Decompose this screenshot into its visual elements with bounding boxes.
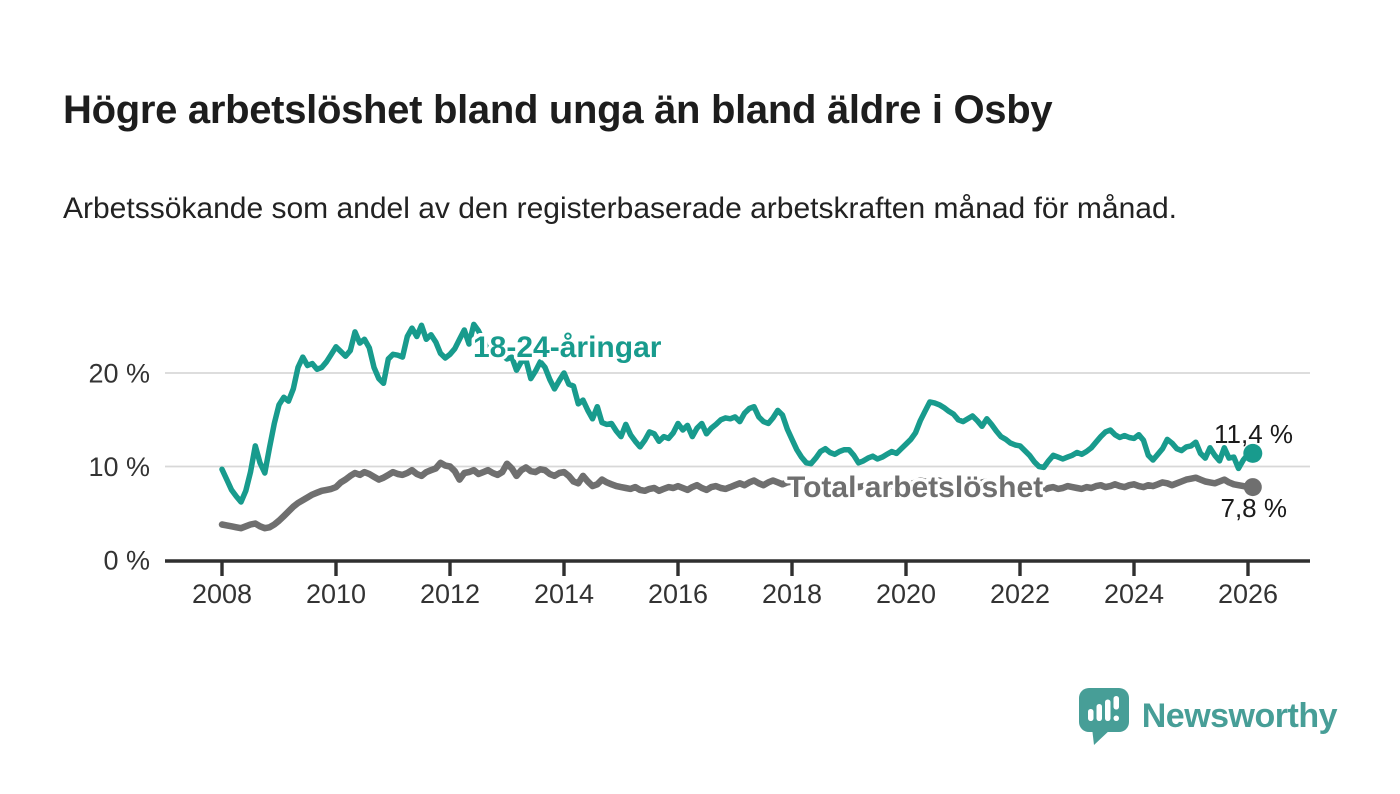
x-tick-label-2018: 2018 — [762, 579, 822, 609]
page-subtitle: Arbetssökande som andel av den registerb… — [63, 192, 1177, 225]
x-tick-label-2008: 2008 — [192, 579, 252, 609]
axis-labels: 0 % 10 % 20 % 2008 2010 2012 2014 2016 2018 2020 2… — [88, 359, 1278, 610]
endpoint-dot-youth — [1243, 443, 1263, 463]
series-line-total — [218, 459, 1257, 532]
y-tick-label-20: 20 % — [88, 359, 150, 389]
series-label-youth: 18-24-åringar — [473, 331, 662, 364]
newsworthy-logo-icon — [1078, 688, 1129, 745]
y-tick-label-10: 10 % — [88, 452, 150, 482]
end-value-total: 7,8 % — [1221, 493, 1288, 523]
x-tick-label-2026: 2026 — [1218, 579, 1278, 609]
x-tick-label-2014: 2014 — [534, 579, 594, 609]
brand-footer: Newsworthy — [1078, 688, 1338, 746]
x-tick-label-2024: 2024 — [1104, 579, 1164, 609]
end-value-youth: 11,4 % — [1214, 419, 1293, 449]
series-label-total: Total arbetslöshet — [787, 471, 1043, 504]
series-line-youth — [219, 321, 1256, 505]
page-title: Högre arbetslöshet bland unga än bland ä… — [63, 87, 1053, 132]
x-tick-label-2020: 2020 — [876, 579, 936, 609]
x-tick-label-2010: 2010 — [306, 579, 366, 609]
endpoint-dot-total — [1243, 478, 1262, 497]
x-axis — [165, 559, 1310, 576]
y-tick-label-0: 0 % — [103, 546, 150, 576]
x-tick-label-2012: 2012 — [420, 579, 480, 609]
gridlines — [165, 372, 1310, 468]
brand-name: Newsworthy — [1141, 697, 1338, 735]
x-tick-label-2016: 2016 — [648, 579, 708, 609]
x-tick-label-2022: 2022 — [990, 579, 1050, 609]
